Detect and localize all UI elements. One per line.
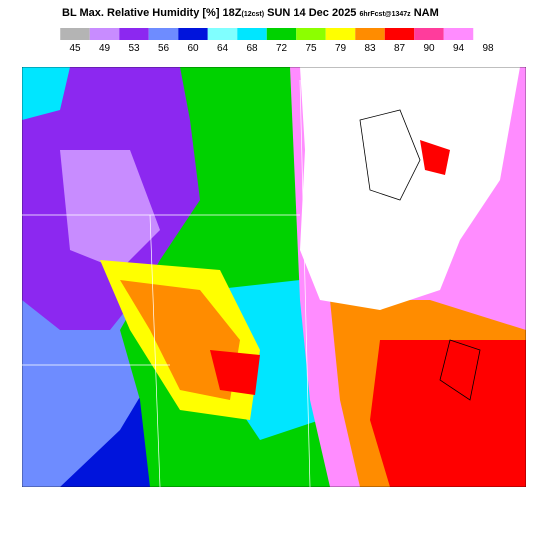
map (22, 67, 526, 487)
title-part: SUN 14 Dec 2025 (264, 7, 359, 19)
legend-label: 64 (217, 43, 229, 54)
legend-label: 79 (335, 43, 347, 54)
title-part: (12cst) (242, 11, 265, 18)
title-part: BL Max. Relative Humidity [%] 18Z (62, 7, 242, 19)
legend-label: 83 (364, 43, 376, 54)
legend-label: 49 (99, 43, 111, 54)
legend-swatch (384, 28, 415, 40)
legend-swatch (296, 28, 326, 40)
legend-swatch (355, 28, 385, 40)
legend-swatch (178, 28, 208, 40)
legend-swatch (60, 28, 90, 40)
legend-swatch (148, 28, 179, 40)
legend-label: 56 (158, 43, 170, 54)
legend-label: 75 (305, 43, 317, 54)
legend-swatch (119, 28, 149, 40)
legend-swatch (89, 28, 120, 40)
legend-label: 68 (246, 43, 258, 54)
title-part: NAM (411, 7, 439, 19)
legend-label: 87 (394, 43, 406, 54)
legend-swatch (237, 28, 267, 40)
legend: 45 49 53 56 60 64 68 72 75 79 83 87 90 94 98 (60, 28, 494, 54)
legend-swatch (325, 28, 356, 40)
legend-swatch (266, 28, 297, 40)
title: BL Max. Relative Humidity [%] 18Z(12cst)… (62, 7, 439, 19)
legend-label: 53 (128, 43, 140, 54)
legend-label: 45 (69, 43, 81, 54)
legend-label: 98 (482, 43, 494, 54)
legend-label: 60 (187, 43, 199, 54)
legend-swatch (207, 28, 238, 40)
legend-swatch (443, 28, 474, 40)
legend-label: 94 (453, 43, 465, 54)
legend-label: 90 (423, 43, 435, 54)
title-part: 6hrFcst@1347z (359, 11, 411, 18)
legend-swatch (414, 28, 444, 40)
legend-label: 72 (276, 43, 288, 54)
